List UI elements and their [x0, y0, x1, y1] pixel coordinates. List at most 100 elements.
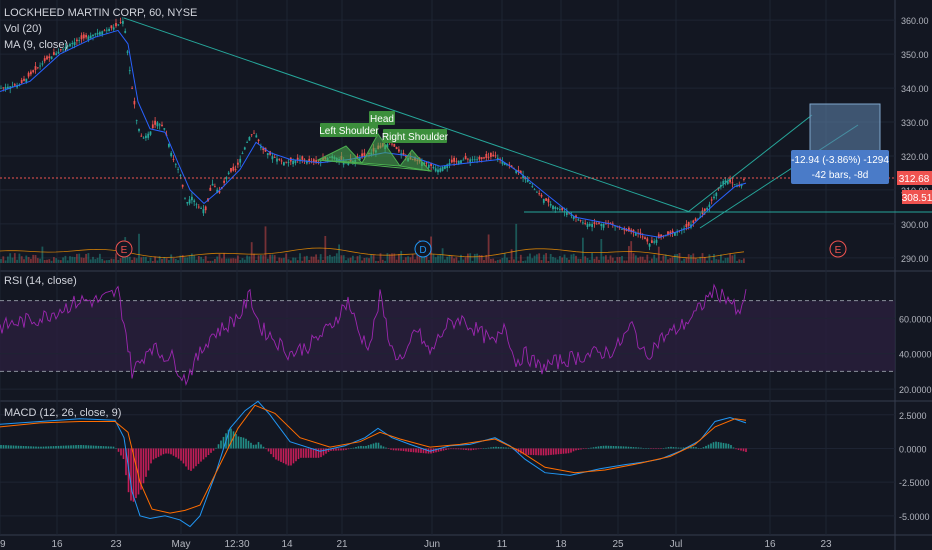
time-tick-label: 16: [51, 539, 63, 550]
volume-bar: [582, 237, 584, 263]
dividend-marker[interactable]: [414, 240, 432, 258]
ma-line: [0, 29, 747, 238]
macd-histogram-bar: [167, 448, 170, 454]
rsi-pane[interactable]: 60.0000 40.0000 20.0000: [0, 283, 932, 395]
macd-histogram-bar: [422, 448, 425, 454]
candle-body: [294, 160, 297, 164]
volume-bar: [237, 255, 239, 263]
time-tick-label: 11: [497, 539, 508, 550]
macd-histogram-bar: [12, 445, 15, 449]
macd-histogram-bar: [152, 448, 155, 460]
volume-bar: [239, 260, 242, 263]
head-triangle[interactable]: [361, 133, 402, 167]
candle-body: [556, 208, 559, 209]
macd-histogram-bar: [697, 448, 700, 449]
drawing-tools[interactable]: -12.94 (-3.86%) -1294 -42 bars, -8d Left…: [0, 17, 932, 229]
macd-histogram-bar: [110, 446, 112, 449]
volume-bar: [39, 258, 41, 263]
macd-histogram-bar: [555, 448, 557, 455]
macd-histogram-bar: [362, 446, 365, 449]
macd-histogram-bar: [737, 448, 740, 450]
volume-bar: [611, 257, 614, 263]
macd-histogram-bar: [710, 443, 712, 449]
volume-bar: [400, 250, 403, 263]
left-shoulder-triangle[interactable]: [316, 145, 364, 164]
measure-box[interactable]: [809, 103, 881, 153]
macd-pane[interactable]: 2.5000 0.0000 -2.5000 -5.0000: [0, 400, 930, 528]
candle-body: [257, 139, 260, 141]
prev-price-badge: [902, 190, 932, 204]
macd-histogram-bar: [255, 444, 257, 449]
volume-bar: [531, 258, 534, 263]
candle-body: [358, 158, 361, 161]
volume-bar: [439, 254, 442, 263]
volume-bar: [448, 254, 451, 263]
volume-bar: [669, 258, 672, 263]
volume-bar: [393, 253, 396, 263]
volume-bar: [648, 260, 651, 263]
volume-bar: [64, 255, 67, 263]
macd-histogram-bar: [390, 448, 392, 450]
price-tick-label: 330.00: [901, 118, 929, 128]
candle-body: [726, 181, 729, 184]
macd-histogram-bar: [462, 448, 465, 450]
candle-body: [485, 153, 488, 158]
volume-bar: [308, 259, 311, 263]
volume-bar: [715, 259, 718, 263]
macd-histogram-bar: [400, 448, 402, 451]
macd-histogram-bar: [205, 448, 207, 458]
candle-body: [687, 222, 690, 226]
volume-bar: [131, 259, 133, 263]
macd-histogram-bar: [375, 442, 377, 449]
macd-histogram-bar: [577, 448, 580, 450]
last-price-text: 312.68: [899, 174, 930, 185]
candle-body: [227, 172, 230, 174]
volume-bar: [280, 258, 283, 263]
candle-body: [632, 229, 635, 233]
volume-bar: [76, 253, 78, 263]
label-head: Head: [370, 114, 394, 125]
signal-line: [0, 404, 747, 514]
macd-histogram-bar: [730, 445, 732, 449]
macd-histogram-bar: [542, 448, 545, 456]
candle-body: [11, 85, 14, 87]
candle-body: [142, 137, 145, 139]
event-markers[interactable]: E D E: [115, 240, 847, 258]
volume-bar: [358, 255, 361, 263]
candle-body: [308, 158, 311, 162]
candle-body: [671, 230, 674, 234]
earnings-marker[interactable]: [115, 240, 133, 258]
channel-upper[interactable]: [687, 114, 813, 213]
volume-bar: [437, 255, 439, 263]
volume-bar: [234, 258, 237, 263]
volume-bar: [71, 256, 74, 263]
neckline[interactable]: [317, 159, 433, 172]
macd-histogram-bar: [162, 448, 165, 455]
label-left-shoulder-bg: [320, 123, 378, 137]
candle-body: [651, 240, 653, 243]
candle-body: [57, 51, 60, 54]
macd-histogram-bar: [370, 444, 372, 449]
earnings-marker-upcoming[interactable]: [829, 240, 847, 258]
time-tick-label: 23: [110, 539, 122, 550]
volume-bar: [105, 260, 108, 263]
volume-bar: [388, 254, 391, 263]
candle-body: [82, 34, 85, 39]
candle-body: [135, 119, 138, 121]
macd-histogram-bar: [682, 447, 685, 449]
macd-histogram-bar: [102, 446, 105, 449]
volume-bar: [607, 259, 610, 263]
price-candles[interactable]: [0, 16, 745, 251]
candle-body: [703, 208, 706, 211]
macd-histogram-bar: [585, 448, 587, 449]
volume-bar: [680, 260, 683, 263]
volume-bar: [483, 260, 485, 263]
macd-histogram-bar: [677, 447, 680, 449]
right-shoulder-triangle[interactable]: [399, 149, 432, 172]
volume-bar: [11, 257, 14, 263]
volume-bar: [676, 254, 679, 263]
candle-body: [25, 78, 28, 83]
downtrend-line[interactable]: [123, 17, 691, 213]
volume-bar: [57, 259, 60, 263]
